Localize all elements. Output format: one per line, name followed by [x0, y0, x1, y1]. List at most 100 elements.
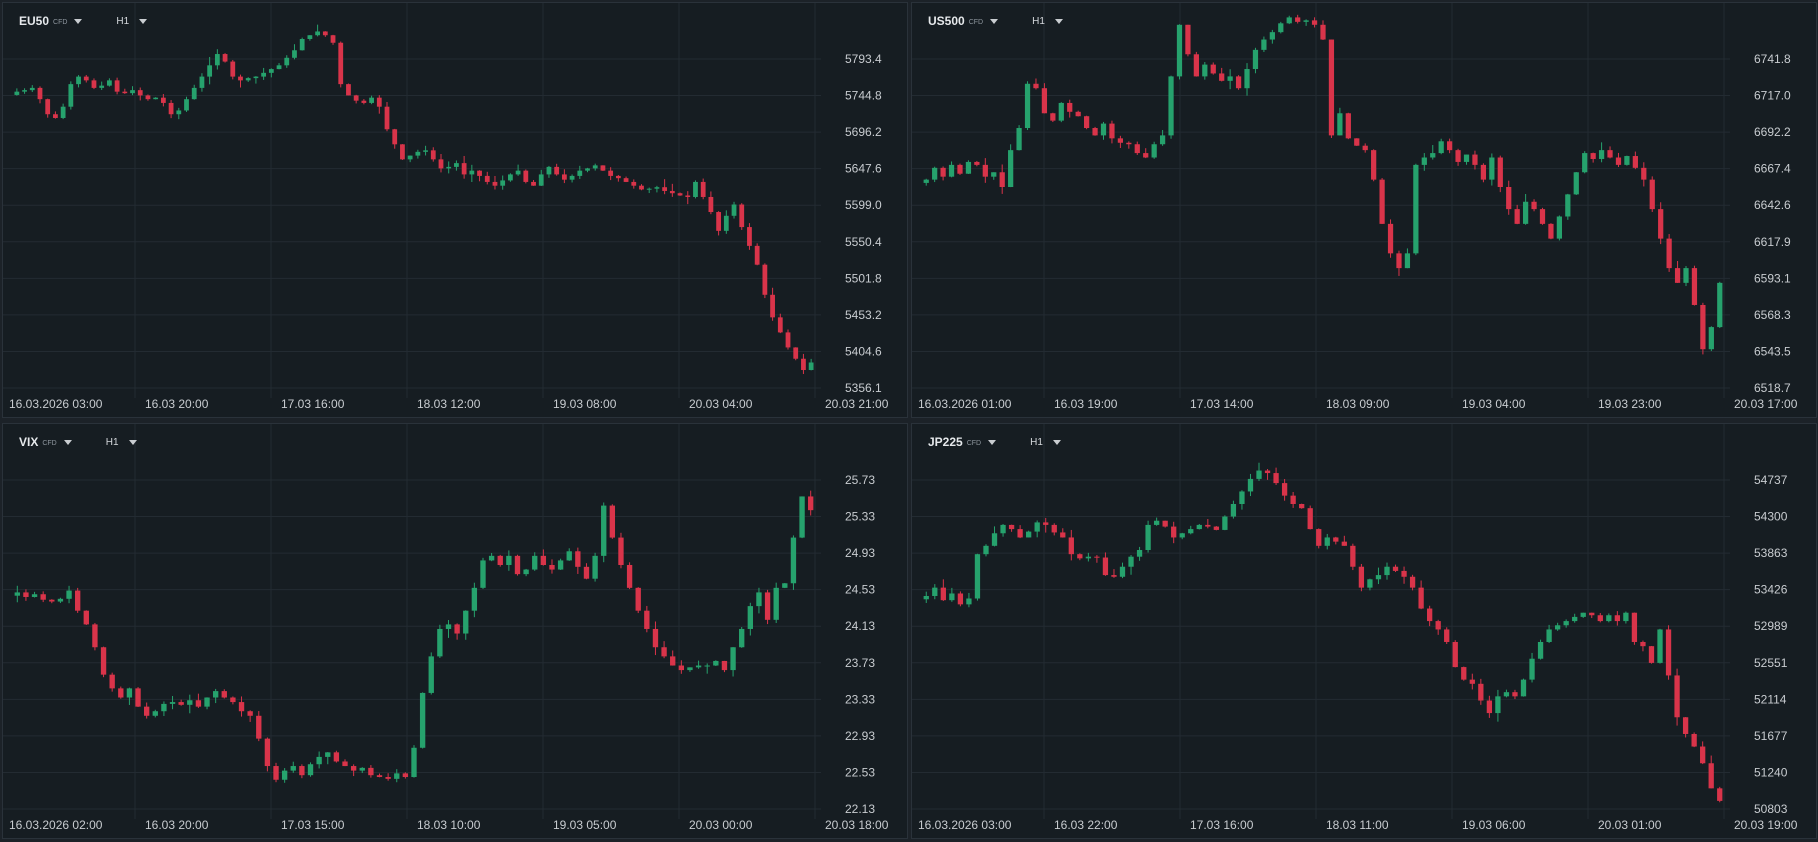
candle[interactable] [230, 59, 236, 80]
candle[interactable] [1367, 578, 1373, 591]
candle[interactable] [1632, 151, 1638, 170]
candle[interactable] [1210, 62, 1216, 75]
candle[interactable] [1193, 51, 1199, 77]
candle[interactable] [1717, 786, 1723, 803]
candle[interactable] [83, 610, 89, 626]
candle[interactable] [1320, 20, 1326, 41]
candle[interactable] [1590, 152, 1596, 163]
candle[interactable] [49, 599, 55, 604]
candle[interactable] [368, 765, 374, 778]
candle[interactable] [471, 582, 478, 618]
candle[interactable] [1000, 524, 1006, 537]
chart-panel-us500[interactable]: US500 CFD H1 6741.8 6717.0 6692.2 6667.4 664… [911, 2, 1817, 418]
candle[interactable] [187, 694, 193, 714]
candle[interactable] [204, 697, 210, 710]
candle[interactable] [1109, 120, 1115, 144]
candle[interactable] [369, 95, 374, 105]
candle[interactable] [1572, 613, 1578, 623]
chevron-down-icon[interactable] [74, 18, 83, 24]
candle[interactable] [322, 31, 328, 37]
candle[interactable] [500, 175, 506, 190]
candle[interactable] [618, 532, 624, 569]
candle[interactable] [359, 767, 365, 774]
candle[interactable] [764, 589, 771, 625]
candle[interactable] [109, 672, 115, 692]
candle[interactable] [153, 97, 159, 100]
candle[interactable] [1362, 143, 1368, 153]
candle[interactable] [350, 764, 357, 777]
candle[interactable] [1597, 613, 1603, 623]
candle[interactable] [731, 201, 737, 219]
candle[interactable] [1582, 151, 1588, 174]
candle[interactable] [1345, 112, 1351, 140]
candle[interactable] [1295, 14, 1301, 24]
candle[interactable] [708, 191, 714, 215]
candle[interactable] [932, 166, 938, 183]
candle[interactable] [983, 544, 989, 557]
candle[interactable] [1041, 83, 1048, 114]
candle[interactable] [777, 313, 783, 334]
candle[interactable] [1506, 180, 1512, 215]
candle[interactable] [430, 147, 436, 162]
candle[interactable] [1514, 204, 1520, 225]
chevron-down-icon[interactable] [63, 439, 72, 445]
candle[interactable] [1573, 171, 1579, 195]
candle[interactable] [338, 41, 344, 88]
candle[interactable] [1563, 619, 1569, 628]
candle[interactable] [83, 74, 89, 83]
candle[interactable] [1043, 517, 1049, 533]
candle[interactable] [538, 169, 544, 187]
candle[interactable] [1050, 112, 1056, 123]
candle[interactable] [445, 620, 452, 638]
candle[interactable] [114, 77, 120, 95]
candle[interactable] [1666, 234, 1672, 272]
candle[interactable] [1495, 689, 1501, 722]
candle[interactable] [704, 663, 710, 674]
candle[interactable] [316, 751, 322, 769]
candle[interactable] [152, 709, 158, 718]
candle[interactable] [1354, 138, 1360, 146]
candle[interactable] [1640, 640, 1646, 652]
candlestick-chart[interactable]: 5793.4 5744.8 5696.2 5647.6 5599.0 5550.4 5501… [3, 3, 908, 418]
candle[interactable] [669, 183, 675, 197]
candle[interactable] [646, 187, 652, 194]
candle[interactable] [1658, 202, 1664, 245]
candle[interactable] [1418, 580, 1424, 610]
candle[interactable] [191, 84, 197, 100]
candle[interactable] [1026, 530, 1032, 538]
candle[interactable] [1598, 142, 1605, 163]
candle[interactable] [1077, 553, 1083, 561]
candle[interactable] [569, 174, 575, 183]
candle[interactable] [965, 160, 972, 174]
candle[interactable] [23, 589, 29, 601]
candle[interactable] [532, 552, 538, 571]
candle[interactable] [721, 660, 728, 673]
candle[interactable] [299, 37, 305, 51]
candle[interactable] [31, 591, 38, 598]
symbol-selector[interactable]: EU50 CFD [19, 14, 83, 28]
candle[interactable] [40, 591, 46, 603]
candle[interactable] [1168, 75, 1174, 139]
candle[interactable] [716, 211, 721, 236]
candle[interactable] [1119, 562, 1126, 579]
candle[interactable] [1700, 302, 1706, 355]
candle[interactable] [1375, 567, 1382, 585]
candle[interactable] [238, 74, 243, 88]
candle[interactable] [1623, 611, 1629, 624]
candle[interactable] [670, 650, 676, 666]
candle[interactable] [1153, 517, 1160, 526]
candle[interactable] [122, 88, 128, 94]
candle[interactable] [1455, 148, 1461, 166]
candle[interactable] [1324, 533, 1330, 550]
candle[interactable] [940, 166, 946, 181]
candle[interactable] [685, 191, 691, 205]
candle[interactable] [256, 711, 262, 742]
candle[interactable] [411, 745, 417, 778]
candle[interactable] [1111, 569, 1117, 578]
candle[interactable] [974, 553, 981, 601]
candle[interactable] [1230, 500, 1237, 519]
candle[interactable] [415, 149, 421, 159]
candle[interactable] [747, 223, 752, 250]
candle[interactable] [245, 77, 251, 82]
candle[interactable] [1708, 326, 1714, 352]
